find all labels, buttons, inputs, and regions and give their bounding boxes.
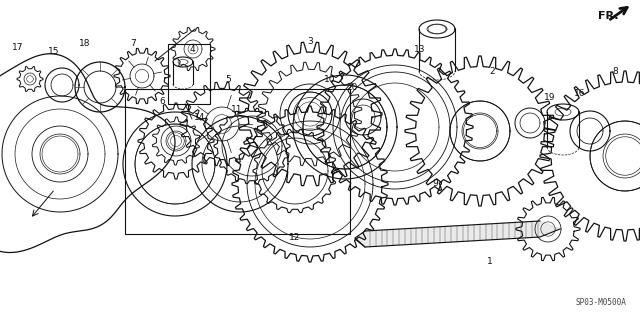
Text: 1: 1 bbox=[487, 257, 493, 266]
Text: 19: 19 bbox=[544, 93, 556, 101]
Text: 10: 10 bbox=[324, 75, 336, 84]
Text: 18: 18 bbox=[79, 40, 91, 48]
Text: 7: 7 bbox=[130, 40, 136, 48]
Text: 2: 2 bbox=[489, 66, 495, 76]
Text: 8: 8 bbox=[612, 66, 618, 76]
Text: 17: 17 bbox=[12, 42, 24, 51]
Text: 12: 12 bbox=[289, 233, 301, 241]
Text: 15: 15 bbox=[48, 47, 60, 56]
Text: 16: 16 bbox=[574, 90, 586, 99]
Polygon shape bbox=[355, 221, 560, 247]
Text: 9: 9 bbox=[432, 180, 438, 189]
Text: 14: 14 bbox=[195, 113, 205, 122]
Text: 20: 20 bbox=[346, 83, 358, 92]
Text: 3: 3 bbox=[307, 36, 313, 46]
Text: 11: 11 bbox=[231, 105, 243, 114]
Bar bbox=[125, 89, 350, 234]
Text: 5: 5 bbox=[225, 75, 231, 84]
Bar bbox=[168, 44, 210, 104]
Text: FR.: FR. bbox=[598, 11, 618, 21]
Text: 4: 4 bbox=[189, 44, 195, 54]
Text: 6: 6 bbox=[159, 97, 165, 106]
Text: SP03-M0500A: SP03-M0500A bbox=[575, 298, 626, 307]
Text: 13: 13 bbox=[414, 44, 426, 54]
